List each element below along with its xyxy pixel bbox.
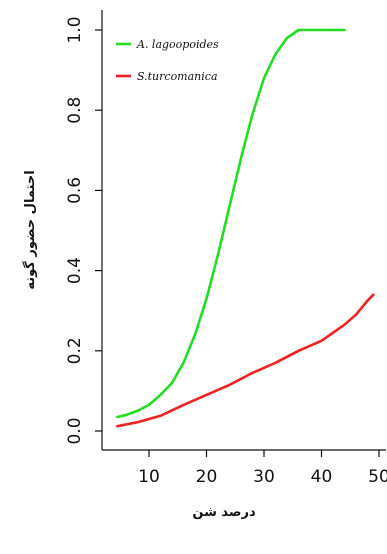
x-tick-label: 10 [138, 467, 160, 487]
series-line-1 [116, 293, 375, 428]
y-tick-label: 0.0 [65, 417, 85, 444]
y-tick-label: 1.0 [65, 16, 85, 43]
x-tick-label: 20 [196, 467, 218, 487]
y-tick-label: 0.8 [65, 97, 85, 124]
series-line-0 [116, 28, 346, 419]
x-tick-label: 30 [253, 467, 275, 487]
x-axis: 10 20 30 40 50 [102, 449, 387, 487]
legend-label-1: S.turcomanica [137, 70, 218, 83]
y-tick-label: 0.4 [65, 257, 85, 284]
y-axis-title: احتمال حضور گونه [22, 170, 38, 289]
y-tick-label: 0.2 [65, 337, 85, 364]
y-axis: 0.0 0.2 0.4 0.6 0.8 1.0 [65, 10, 103, 450]
legend: A. lagoopoides S.turcomanica [116, 38, 219, 83]
x-axis-title: درصد شن [192, 505, 256, 520]
x-tick-label: 50 [368, 467, 387, 487]
x-tick-label: 40 [311, 467, 333, 487]
legend-label-0: A. lagoopoides [136, 38, 219, 51]
y-tick-label: 0.6 [65, 177, 85, 204]
series-layer [116, 28, 375, 428]
